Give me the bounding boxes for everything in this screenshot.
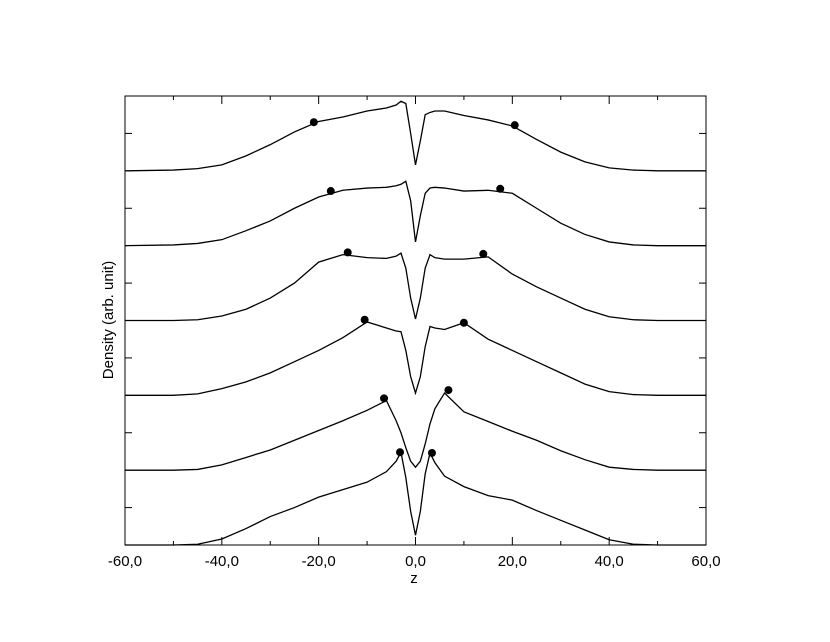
peak-marker <box>380 394 389 403</box>
x-tick-label: 0,0 <box>405 553 426 570</box>
density-curve <box>125 321 706 396</box>
x-axis-label: z <box>410 570 418 587</box>
peak-marker <box>309 118 318 127</box>
x-tick-label: -60,0 <box>108 553 142 570</box>
peak-marker <box>479 249 488 258</box>
peak-marker <box>444 386 453 395</box>
peak-marker <box>459 318 468 327</box>
x-tick-label: -20,0 <box>302 553 336 570</box>
peak-marker <box>360 315 369 324</box>
peak-marker <box>326 187 335 196</box>
peak-marker <box>343 248 352 257</box>
density-curve <box>124 100 706 172</box>
x-tick-label: 60,0 <box>691 553 720 570</box>
x-tick-label: -40,0 <box>205 553 239 570</box>
peak-marker <box>427 448 436 457</box>
y-axis-label: Density (arb. unit) <box>100 261 117 379</box>
density-curve <box>125 392 706 471</box>
density-curve <box>125 450 706 546</box>
x-tick-label: 40,0 <box>595 553 624 570</box>
density-curve <box>124 180 706 247</box>
peak-marker <box>510 121 519 130</box>
density-curve <box>125 252 706 322</box>
peak-marker <box>496 184 505 193</box>
x-tick-label: 20,0 <box>498 553 527 570</box>
peak-marker <box>396 448 405 457</box>
